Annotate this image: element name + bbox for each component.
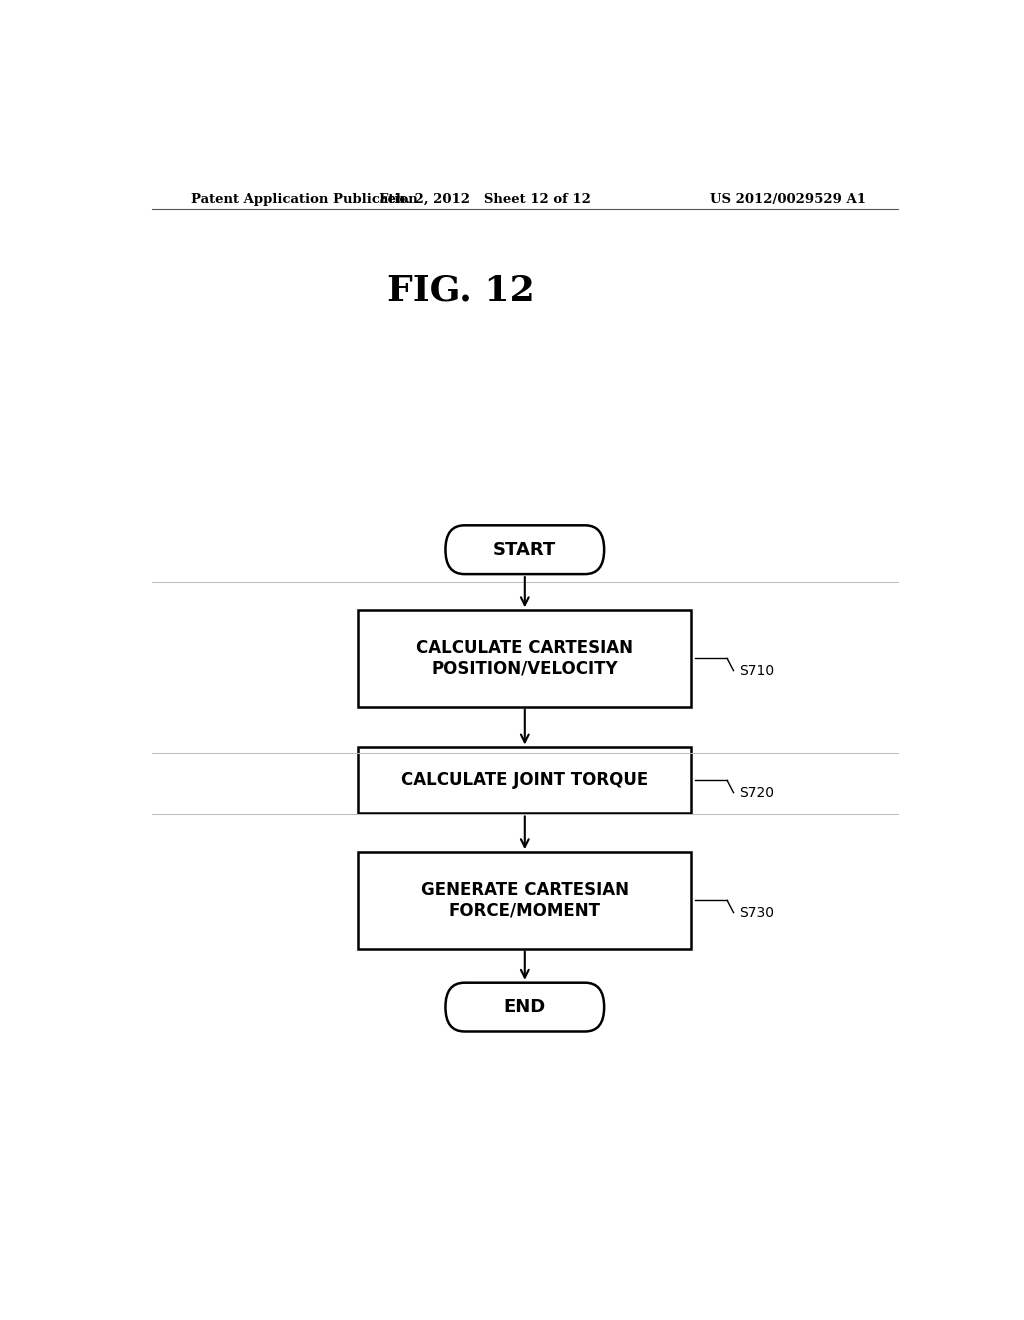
Text: GENERATE CARTESIAN
FORCE/MOMENT: GENERATE CARTESIAN FORCE/MOMENT <box>421 880 629 920</box>
Text: CALCULATE CARTESIAN
POSITION/VELOCITY: CALCULATE CARTESIAN POSITION/VELOCITY <box>417 639 633 678</box>
FancyBboxPatch shape <box>445 525 604 574</box>
Text: S710: S710 <box>739 664 774 677</box>
Text: FIG. 12: FIG. 12 <box>387 273 536 308</box>
FancyBboxPatch shape <box>445 982 604 1031</box>
Text: S730: S730 <box>739 906 774 920</box>
Text: START: START <box>494 541 556 558</box>
Bar <box>358 853 691 949</box>
Text: S720: S720 <box>739 785 774 800</box>
Text: END: END <box>504 998 546 1016</box>
Text: Patent Application Publication: Patent Application Publication <box>191 193 418 206</box>
Bar <box>358 747 691 813</box>
Text: US 2012/0029529 A1: US 2012/0029529 A1 <box>710 193 866 206</box>
Text: CALCULATE JOINT TORQUE: CALCULATE JOINT TORQUE <box>401 771 648 789</box>
Text: Feb. 2, 2012   Sheet 12 of 12: Feb. 2, 2012 Sheet 12 of 12 <box>379 193 591 206</box>
Bar <box>358 610 691 706</box>
